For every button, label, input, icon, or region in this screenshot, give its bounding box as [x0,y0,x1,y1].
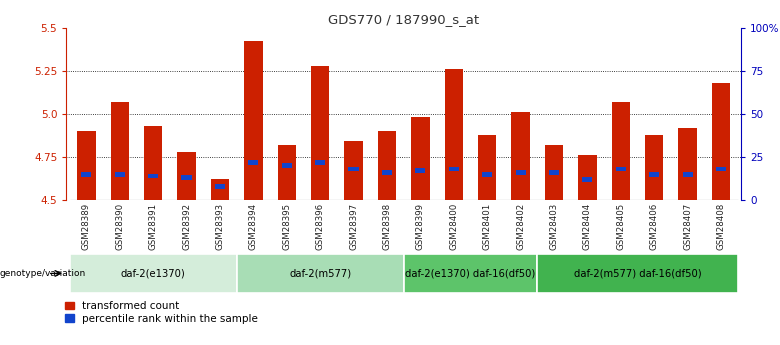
Text: daf-2(e1370): daf-2(e1370) [121,268,186,278]
Legend: transformed count, percentile rank within the sample: transformed count, percentile rank withi… [64,300,260,325]
Bar [415,168,425,173]
Bar [448,167,459,171]
Bar [512,112,530,200]
Bar [482,172,492,177]
Bar [69,254,236,293]
Bar [615,167,626,171]
Bar [244,41,263,200]
Bar [215,184,225,189]
Bar [115,172,125,177]
Bar [77,131,95,200]
Bar [315,160,325,165]
Bar [679,128,697,200]
Bar [649,172,659,177]
Bar [578,155,597,200]
Bar [282,163,292,168]
Bar [148,174,158,178]
Bar [182,175,192,180]
Text: genotype/variation: genotype/variation [0,269,87,278]
Bar [549,170,559,175]
Bar [478,135,496,200]
Bar [378,131,396,200]
Text: daf-2(m577): daf-2(m577) [289,268,351,278]
Bar [382,170,392,175]
Bar [537,254,738,293]
Bar [712,83,730,200]
Bar [211,179,229,200]
Bar [349,167,359,171]
Bar [516,170,526,175]
Text: daf-2(m577) daf-16(df50): daf-2(m577) daf-16(df50) [573,268,701,278]
Bar [682,172,693,177]
Bar [248,160,258,165]
Bar [177,152,196,200]
Bar [236,254,404,293]
Title: GDS770 / 187990_s_at: GDS770 / 187990_s_at [328,13,479,27]
Bar [612,102,630,200]
Bar [81,172,91,177]
Bar [716,167,726,171]
Bar [645,135,663,200]
Bar [144,126,162,200]
Bar [411,117,430,200]
Bar [344,141,363,200]
Bar [404,254,537,293]
Bar [278,145,296,200]
Bar [544,145,563,200]
Bar [111,102,129,200]
Bar [583,177,592,182]
Bar [311,66,329,200]
Bar [445,69,463,200]
Text: daf-2(e1370) daf-16(df50): daf-2(e1370) daf-16(df50) [406,268,536,278]
